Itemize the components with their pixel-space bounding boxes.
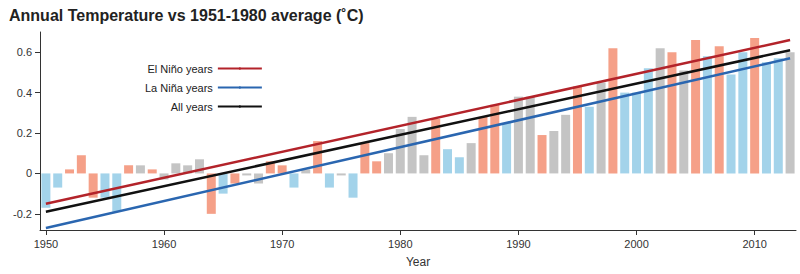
svg-text:-0.2: -0.2	[13, 208, 32, 220]
svg-text:La Niña years: La Niña years	[145, 82, 213, 94]
svg-text:1950: 1950	[34, 238, 58, 250]
svg-text:Annual Temperature vs 1951-198: Annual Temperature vs 1951-1980 average …	[9, 7, 364, 24]
svg-text:Year: Year	[406, 255, 430, 269]
svg-text:1980: 1980	[388, 238, 412, 250]
svg-text:0.4: 0.4	[17, 87, 32, 99]
svg-text:0.6: 0.6	[17, 46, 32, 58]
svg-text:0: 0	[26, 167, 32, 179]
svg-text:1970: 1970	[270, 238, 294, 250]
svg-text:El Niño years: El Niño years	[147, 63, 213, 75]
svg-text:0.2: 0.2	[17, 127, 32, 139]
svg-text:2010: 2010	[742, 238, 766, 250]
svg-text:2000: 2000	[624, 238, 648, 250]
svg-text:1960: 1960	[152, 238, 176, 250]
svg-text:All years: All years	[171, 101, 214, 113]
svg-text:1990: 1990	[506, 238, 530, 250]
